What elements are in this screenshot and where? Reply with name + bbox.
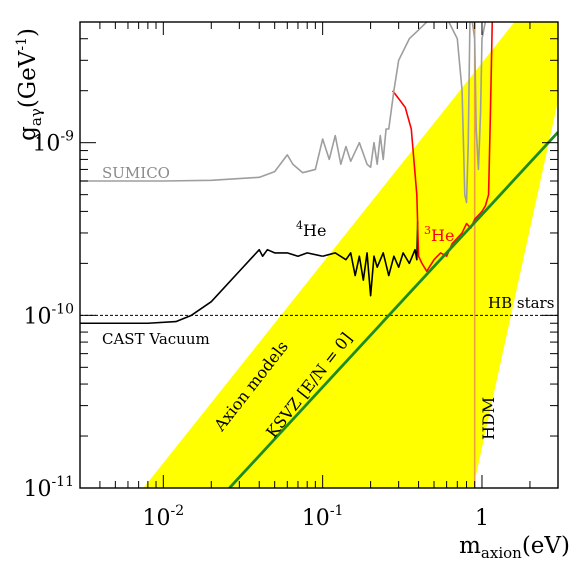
x-tick-label-10-1: 10-1: [302, 503, 344, 531]
sumico-label: SUMICO: [102, 164, 170, 182]
4he-series: [322, 221, 419, 297]
x-tick-label-10-2: 10-2: [142, 503, 184, 531]
axis-labels: maxion(eV) gaγ(GeV-1): [14, 28, 570, 562]
he3-label: 3He: [424, 224, 454, 245]
y-tick-label-10-11: 10-11: [23, 474, 74, 502]
he4-label: 4He: [296, 219, 326, 240]
plot-area: [80, 22, 558, 488]
y-tick-label-10-10: 10-10: [23, 301, 74, 329]
sumico-high-series: [448, 22, 487, 204]
y-tick-label-10-9: 10-9: [32, 129, 74, 157]
axis-ticks: [79, 21, 559, 489]
sumico-series: [80, 22, 428, 182]
ksvz-e-n-0-series: [228, 131, 558, 488]
x-tick-label-1: 1: [475, 506, 489, 531]
cast-vacuum-label: CAST Vacuum: [102, 330, 210, 348]
plot-frame: [79, 21, 559, 489]
x-axis-title: maxion(eV): [459, 533, 570, 562]
3he-series: [392, 22, 494, 273]
hdm-label: HDM: [479, 397, 498, 440]
hb-stars-label: HB stars: [488, 294, 554, 312]
y-axis-title: gaγ(GeV-1): [14, 28, 45, 141]
cast-vacuum-series: [80, 248, 323, 325]
